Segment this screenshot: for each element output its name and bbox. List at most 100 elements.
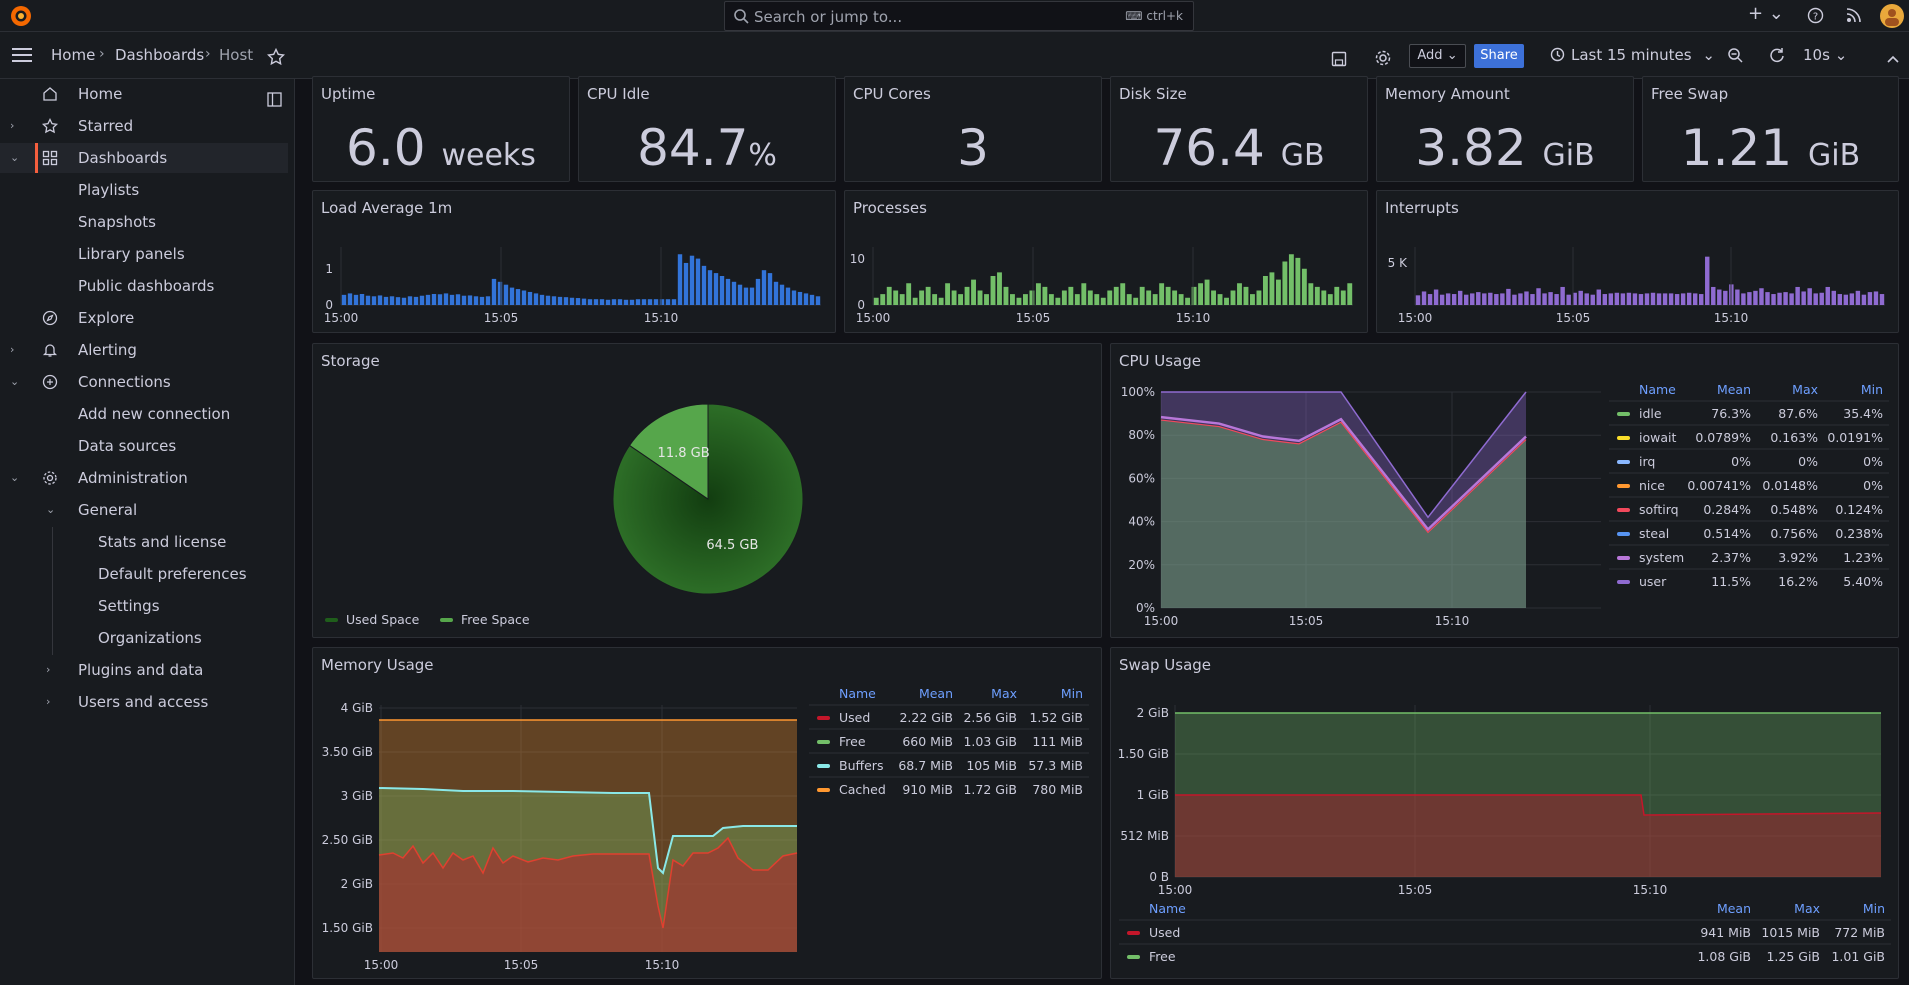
home-icon	[43, 87, 57, 101]
gear-icon[interactable]	[1374, 46, 1392, 70]
sidebar-item-stats-and-license[interactable]: Stats and license	[98, 533, 227, 551]
share-button[interactable]: Share	[1474, 44, 1524, 68]
sidebar-item-starred[interactable]: › Starred	[10, 117, 134, 135]
bar-mark	[1288, 254, 1294, 305]
stat-panel-memory-amount[interactable]: Memory Amount 3.82 GiB	[1376, 76, 1634, 182]
bar-mark	[551, 296, 557, 305]
panel-title: Memory Usage	[321, 656, 434, 674]
breadcrumb-current: Host	[219, 46, 254, 64]
sidebar-item-users-and-access[interactable]: › Users and access	[46, 693, 209, 711]
stat-panel-free-swap[interactable]: Free Swap 1.21 GiB	[1642, 76, 1899, 182]
sidebar-item-connections[interactable]: ⌄ Connections	[10, 373, 171, 391]
sidebar-item-explore[interactable]: Explore	[0, 303, 288, 333]
refresh-icon[interactable]	[1769, 47, 1785, 63]
bar-mark	[1512, 294, 1517, 305]
menu-toggle-icon[interactable]	[12, 47, 32, 63]
panel-storage[interactable]: Storage 64.5 GB 11.8 GB Used Space Free Spa…	[312, 343, 1102, 638]
sidebar-item-data-sources[interactable]: Data sources	[78, 437, 177, 455]
bar-mark	[779, 284, 785, 305]
x-tick-label: 15:05	[1289, 614, 1324, 628]
bar-mark	[1843, 294, 1849, 305]
dock-menu-icon[interactable]	[267, 92, 282, 107]
panel-swap-usage[interactable]: Swap Usage 0 B 512 MiB 1 GiB 1.50 GiB 2 GiB 1…	[1110, 647, 1899, 979]
bar-mark	[731, 281, 737, 305]
bar-mark	[353, 294, 359, 305]
panel-processes[interactable]: Processes 15:00 15:05 15:10 0 10	[844, 190, 1368, 333]
stat-panel-cpu-cores[interactable]: CPU Cores 3	[844, 76, 1102, 182]
sidebar-item-alerting[interactable]: › Alerting	[10, 341, 137, 359]
add-button[interactable]: Add ⌄	[1409, 44, 1466, 68]
user-avatar-icon[interactable]	[1880, 4, 1904, 28]
bar-mark	[958, 294, 964, 305]
search-input[interactable]: Search or jump to... ⌨ ctrl+k	[724, 1, 1194, 31]
sidebar-item-administration[interactable]: ⌄ Administration	[10, 469, 188, 487]
bar-mark	[659, 299, 665, 305]
star-icon[interactable]	[267, 45, 285, 69]
chevron-down-icon[interactable]: ⌄	[10, 471, 20, 484]
bar-mark	[1674, 294, 1680, 305]
bar-mark	[1347, 283, 1353, 305]
panel-cpu-usage[interactable]: CPU Usage 0% 20% 40% 60% 80% 100% 15:00 15:05 15…	[1110, 343, 1899, 638]
sidebar-item-library-panels[interactable]: Library panels	[78, 245, 185, 263]
cached-area	[379, 720, 797, 952]
bar-mark	[1087, 290, 1093, 305]
stat-panel-cpu-idle[interactable]: CPU Idle 84.7%	[578, 76, 836, 182]
bar-mark	[990, 276, 996, 305]
time-range-picker[interactable]: Last 15 minutes ⌄	[1550, 46, 1715, 64]
chevron-right-icon[interactable]: ›	[46, 695, 51, 708]
tree-guide-line	[52, 527, 53, 655]
legend-mean: 660 MiB	[902, 734, 953, 749]
bar-mark	[1777, 292, 1782, 305]
sidebar-item-snapshots[interactable]: Snapshots	[78, 213, 156, 231]
collapse-chevron-up-icon[interactable]	[1887, 48, 1899, 72]
sidebar-item-public-dashboards[interactable]: Public dashboards	[78, 277, 215, 295]
stat-panel-uptime[interactable]: Uptime 6.0 weeks	[312, 76, 570, 182]
chevron-down-icon[interactable]: ⌄	[46, 503, 56, 516]
sidebar-item-organizations[interactable]: Organizations	[98, 629, 202, 647]
chevron-right-icon[interactable]: ›	[10, 119, 15, 132]
sidebar-item-plugins-and-data[interactable]: › Plugins and data	[46, 661, 204, 679]
bar-mark	[419, 295, 425, 305]
panel-memory-usage[interactable]: Memory Usage 1.50 GiB 2 GiB 2.50 GiB 3 GiB 3…	[312, 647, 1102, 979]
used-area	[379, 838, 797, 952]
bar-mark	[593, 299, 599, 305]
help-icon[interactable]: ?	[1807, 7, 1824, 24]
sidebar-item-default-preferences[interactable]: Default preferences	[98, 565, 247, 583]
bar-mark	[587, 299, 593, 305]
stat-value: 1.21 GiB	[1680, 119, 1861, 177]
bar-mark	[1705, 256, 1710, 305]
used-line	[378, 836, 798, 929]
legend-swatch	[817, 764, 830, 768]
legend-name: Cached	[839, 782, 886, 797]
bar-mark	[1494, 294, 1499, 305]
sidebar-item-add-new-connection[interactable]: Add new connection	[78, 405, 231, 423]
bar-mark	[1656, 293, 1662, 305]
breadcrumb-home[interactable]: Home	[51, 46, 96, 64]
grafana-logo-icon[interactable]	[10, 5, 32, 27]
stat-panel-disk-size[interactable]: Disk Size 76.4 GB	[1110, 76, 1368, 182]
new-plus-icon[interactable]: + ⌄	[1748, 3, 1784, 24]
sidebar-item-home[interactable]: Home	[0, 79, 288, 109]
bar-mark	[1783, 292, 1788, 305]
chevron-down-icon[interactable]: ⌄	[10, 151, 20, 164]
chevron-right-icon[interactable]: ›	[10, 343, 15, 356]
legend-header: Name	[1149, 901, 1186, 916]
refresh-interval-picker[interactable]: 10s ⌄	[1803, 46, 1848, 64]
breadcrumb-dashboards[interactable]: Dashboards	[115, 46, 205, 64]
chevron-right-icon[interactable]: ›	[46, 663, 51, 676]
sidebar-item-settings[interactable]: Settings	[98, 597, 160, 615]
news-rss-icon[interactable]	[1846, 7, 1862, 23]
bar-mark	[1035, 283, 1041, 305]
save-icon[interactable]	[1331, 47, 1347, 71]
legend-name: Used	[839, 710, 870, 725]
bar-mark	[755, 278, 761, 305]
chevron-down-icon[interactable]: ⌄	[10, 375, 20, 388]
zoom-out-icon[interactable]	[1727, 47, 1743, 63]
panel-load-average[interactable]: Load Average 1m 15:00 15:05 15:10 0 1	[312, 190, 836, 333]
sidebar-item-playlists[interactable]: Playlists	[78, 181, 140, 199]
panel-interrupts[interactable]: Interrupts 15:00 15:05 15:10 5 K	[1376, 190, 1899, 333]
sidebar-item-dashboards[interactable]: ⌄ Dashboards	[0, 143, 288, 173]
sidebar-item-general[interactable]: ⌄ General	[46, 501, 138, 519]
bar-mark	[1614, 292, 1620, 305]
bar-mark	[1668, 293, 1674, 305]
